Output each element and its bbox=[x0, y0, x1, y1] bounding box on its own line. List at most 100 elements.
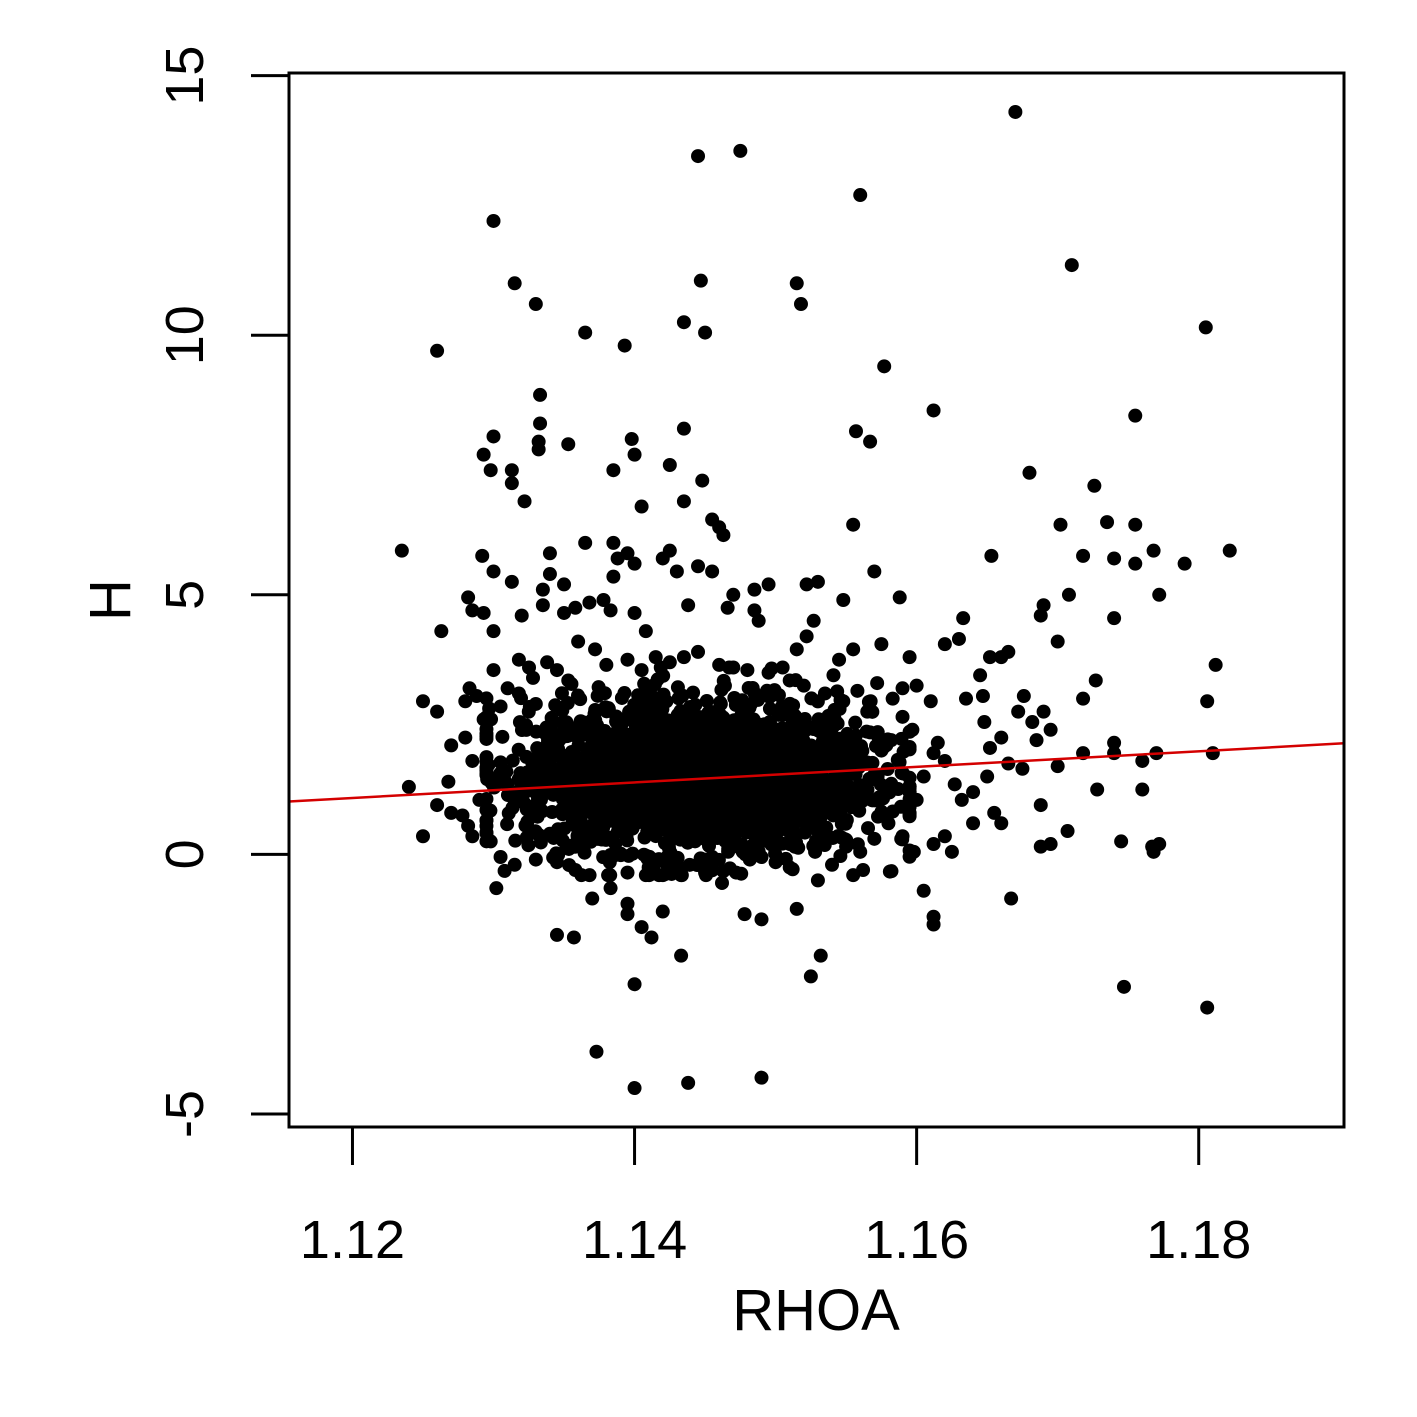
data-point bbox=[444, 738, 459, 753]
data-point bbox=[726, 660, 741, 675]
core-point bbox=[655, 702, 670, 717]
data-point bbox=[789, 642, 804, 657]
core-point bbox=[511, 742, 526, 757]
data-point bbox=[606, 463, 621, 478]
data-point bbox=[634, 499, 649, 514]
data-point bbox=[698, 865, 713, 880]
data-point bbox=[533, 387, 548, 402]
data-point bbox=[926, 403, 941, 418]
data-point bbox=[557, 605, 572, 620]
core-point bbox=[738, 847, 753, 862]
core-point bbox=[848, 715, 863, 730]
data-point bbox=[549, 855, 564, 870]
data-point bbox=[884, 733, 899, 748]
data-point bbox=[1100, 515, 1115, 530]
data-point bbox=[1001, 756, 1016, 771]
core-point bbox=[508, 833, 523, 848]
core-point bbox=[519, 802, 534, 817]
data-point bbox=[465, 829, 480, 844]
data-point bbox=[455, 808, 470, 823]
core-point bbox=[573, 811, 588, 826]
data-point bbox=[737, 907, 752, 922]
data-point bbox=[810, 574, 825, 589]
data-point bbox=[617, 338, 632, 353]
data-point bbox=[1107, 746, 1122, 761]
data-point bbox=[627, 1081, 642, 1096]
data-point bbox=[1107, 735, 1122, 750]
data-point bbox=[693, 273, 708, 288]
data-point bbox=[662, 655, 677, 670]
core-point bbox=[546, 787, 561, 802]
core-point bbox=[535, 804, 550, 819]
data-point bbox=[870, 676, 885, 691]
core-point bbox=[702, 838, 717, 853]
core-point bbox=[588, 702, 603, 717]
data-point bbox=[895, 829, 910, 844]
core-point bbox=[877, 786, 892, 801]
x-tick-label: 1.16 bbox=[864, 1210, 969, 1270]
core-point bbox=[688, 697, 703, 712]
data-point bbox=[1128, 408, 1143, 423]
data-point bbox=[712, 657, 727, 672]
data-point bbox=[860, 704, 875, 719]
data-point bbox=[507, 276, 522, 291]
data-point bbox=[832, 652, 847, 667]
data-point bbox=[588, 642, 603, 657]
data-point bbox=[846, 517, 861, 532]
data-point bbox=[627, 447, 642, 462]
data-point bbox=[472, 792, 487, 807]
core-point bbox=[884, 864, 899, 879]
core-point bbox=[519, 830, 534, 845]
data-point bbox=[517, 494, 532, 509]
data-point bbox=[956, 611, 971, 626]
data-point bbox=[937, 829, 952, 844]
data-point bbox=[906, 844, 921, 859]
data-point bbox=[603, 603, 618, 618]
data-point bbox=[486, 429, 501, 444]
y-tick-label: -5 bbox=[155, 1090, 215, 1138]
data-point bbox=[430, 798, 445, 813]
data-point bbox=[853, 188, 868, 203]
data-point bbox=[1222, 543, 1237, 558]
core-point bbox=[533, 835, 548, 850]
data-point bbox=[799, 577, 814, 592]
core-point bbox=[578, 831, 593, 846]
core-point bbox=[604, 830, 619, 845]
data-point bbox=[531, 442, 546, 457]
core-point bbox=[570, 688, 585, 703]
data-point bbox=[1025, 715, 1040, 730]
data-point bbox=[1128, 517, 1143, 532]
y-axis-title: H bbox=[78, 579, 143, 621]
data-point bbox=[1198, 320, 1213, 335]
data-point bbox=[808, 844, 823, 859]
data-point bbox=[493, 699, 508, 714]
core-point bbox=[604, 849, 619, 864]
core-point bbox=[536, 764, 551, 779]
data-point bbox=[1061, 587, 1076, 602]
data-point bbox=[493, 850, 508, 865]
data-point bbox=[644, 930, 659, 945]
core-point bbox=[544, 718, 559, 733]
data-point bbox=[627, 977, 642, 992]
data-point bbox=[486, 564, 501, 579]
data-point bbox=[1114, 834, 1129, 849]
data-point bbox=[475, 548, 490, 563]
data-point bbox=[514, 608, 529, 623]
data-point bbox=[733, 143, 748, 158]
data-point bbox=[698, 325, 713, 340]
data-point bbox=[863, 725, 878, 740]
data-point bbox=[916, 883, 931, 898]
data-point bbox=[561, 673, 576, 688]
data-point bbox=[1088, 673, 1103, 688]
core-point bbox=[814, 715, 829, 730]
data-point bbox=[571, 634, 586, 649]
data-point bbox=[881, 816, 896, 831]
data-point bbox=[535, 598, 550, 613]
core-point bbox=[620, 833, 635, 848]
data-point bbox=[726, 587, 741, 602]
data-point bbox=[458, 694, 473, 709]
plot-frame bbox=[287, 71, 1346, 1129]
data-point bbox=[441, 774, 456, 789]
core-point bbox=[861, 821, 876, 836]
core-point bbox=[808, 833, 823, 848]
